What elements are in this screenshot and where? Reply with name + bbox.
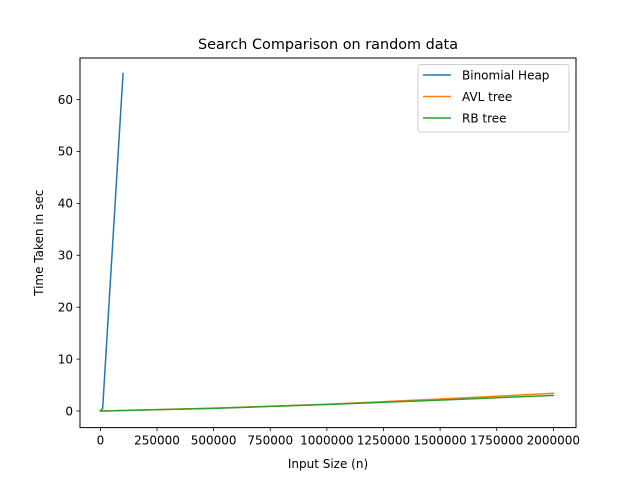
legend-entry-label: Binomial Heap	[462, 68, 549, 82]
y-tick-label: 60	[58, 93, 73, 107]
x-tick-label: 250000	[134, 434, 180, 448]
chart-title: Search Comparison on random data	[198, 37, 458, 53]
x-tick-label: 1750000	[470, 434, 523, 448]
series-line-1	[99, 72, 124, 413]
y-axis: 0 10 20 30 40 50 60	[58, 93, 80, 418]
legend: Binomial Heap AVL tree RB tree	[417, 64, 570, 133]
legend-entry-label: AVL tree	[462, 90, 512, 104]
y-tick-label: 30	[58, 249, 73, 263]
y-tick-label: 0	[65, 404, 73, 418]
y-axis-label: Time Taken in sec	[32, 190, 46, 297]
x-axis: 0 250000 500000 750000 1000000 1250000 1500000…	[97, 427, 580, 448]
series-line-3	[99, 394, 555, 412]
y-tick-label: 20	[58, 300, 73, 314]
x-tick-label: 0	[97, 434, 105, 448]
series-layer	[99, 72, 555, 413]
plot-area-frame	[79, 57, 577, 429]
y-tick-label: 50	[58, 145, 73, 159]
legend-box	[417, 64, 570, 133]
x-tick-label: 2000000	[527, 434, 580, 448]
x-tick-label: 500000	[191, 434, 237, 448]
x-tick-label: 1500000	[413, 434, 466, 448]
x-tick-label: 1000000	[300, 434, 353, 448]
y-tick-label: 10	[58, 352, 73, 366]
y-tick-label: 40	[58, 197, 73, 211]
legend-entry-label: RB tree	[462, 111, 507, 125]
x-axis-label: Input Size (n)	[288, 457, 368, 471]
x-tick-label: 1250000	[357, 434, 410, 448]
x-tick-label: 750000	[247, 434, 293, 448]
